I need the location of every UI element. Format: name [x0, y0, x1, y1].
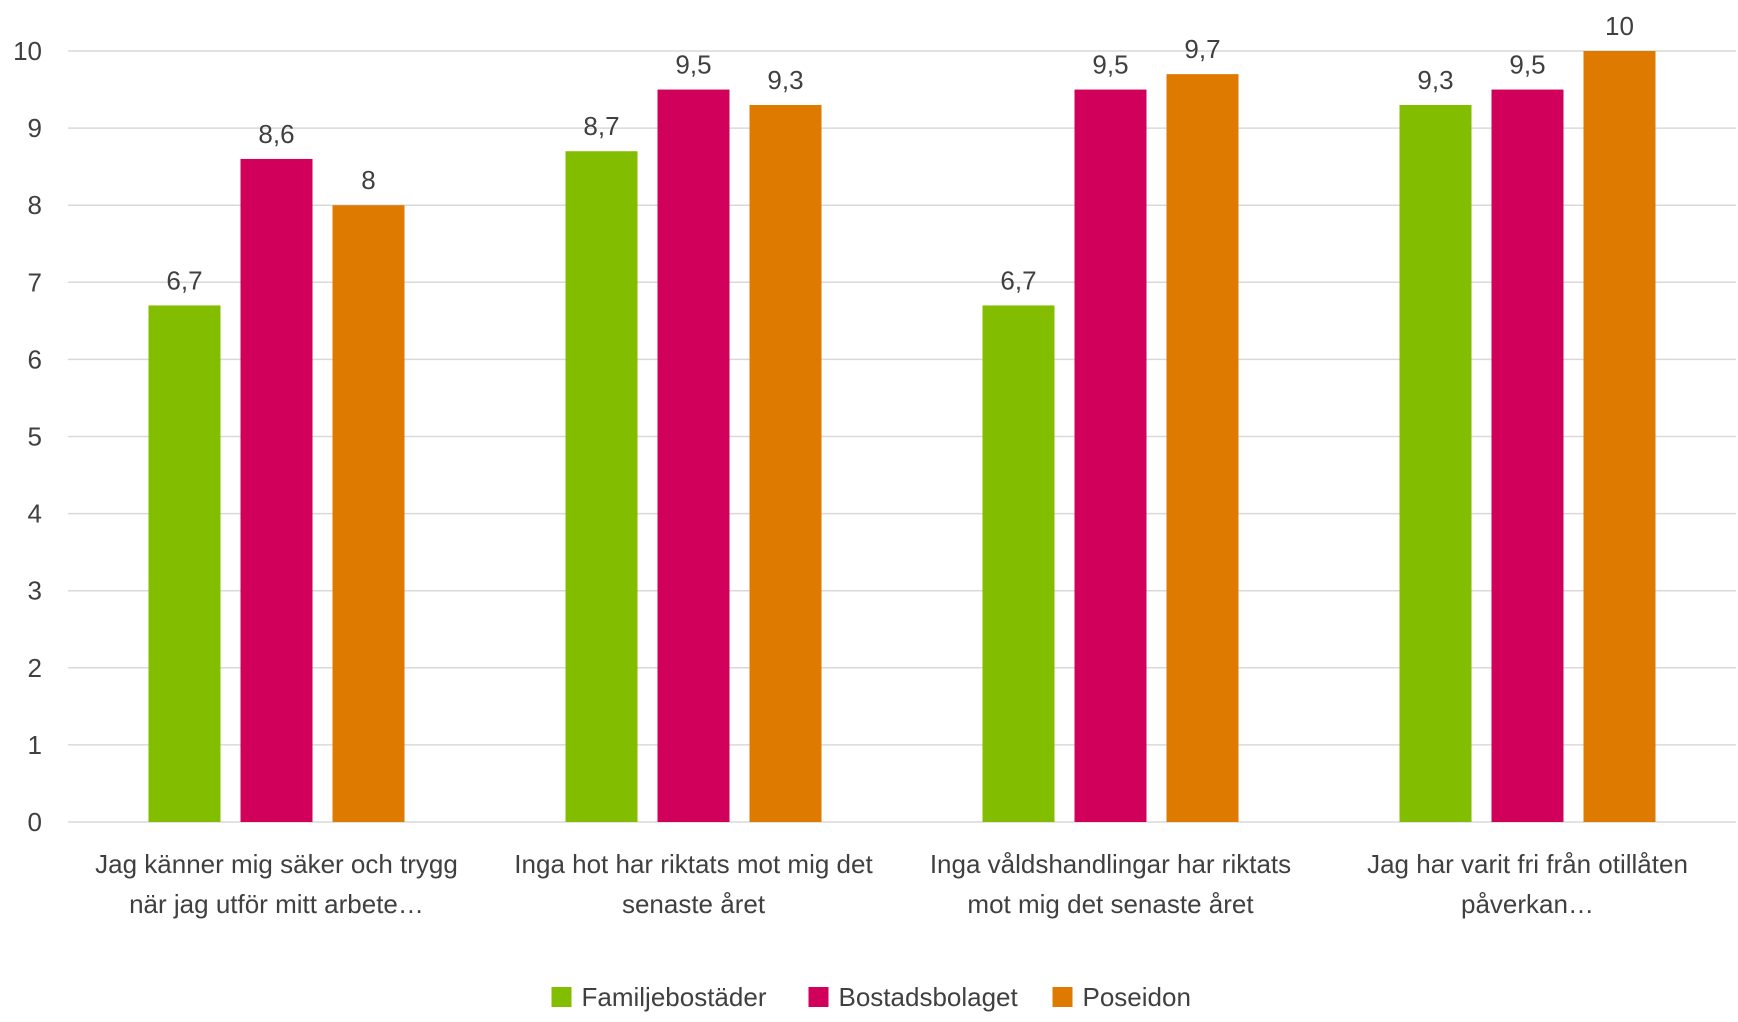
data-label: 8,7 — [583, 111, 619, 141]
legend-swatch — [1052, 987, 1073, 1007]
legend: Familjebostäder Bostadsbolaget Poseidon — [551, 982, 1191, 1012]
data-label: 9,5 — [1509, 50, 1545, 80]
data-label: 10 — [1605, 11, 1634, 41]
category-label: Jag har varit fri från otillåten påverkan… — [1367, 849, 1688, 919]
y-tick-label: 10 — [13, 36, 42, 66]
category-label-line: Jag har varit fri från otillåten — [1367, 849, 1688, 879]
y-tick-label: 4 — [28, 499, 42, 529]
legend-swatch — [808, 987, 829, 1007]
data-label: 9,3 — [1417, 65, 1453, 95]
y-tick-label: 1 — [28, 730, 42, 760]
category-label: Jag känner mig säker och trygg när jag ut… — [95, 849, 458, 919]
bar — [1399, 104, 1472, 823]
y-tick-label: 9 — [28, 113, 42, 143]
bar — [240, 158, 313, 822]
bar — [332, 205, 405, 822]
bars — [148, 51, 1656, 823]
y-tick-label: 2 — [28, 653, 42, 683]
category-label: Inga hot har riktats mot mig det senaste … — [514, 849, 873, 919]
category-label-line: mot mig det senaste året — [967, 889, 1254, 919]
y-tick-label: 7 — [28, 267, 42, 297]
category-label-line: när jag utför mitt arbete… — [129, 889, 424, 919]
x-axis-category-labels: Jag känner mig säker och trygg när jag ut… — [95, 849, 1688, 919]
y-tick-label: 6 — [28, 344, 42, 374]
legend-label: Poseidon — [1083, 982, 1191, 1012]
y-tick-label: 3 — [28, 576, 42, 606]
bar — [982, 305, 1055, 822]
data-label: 8,6 — [258, 119, 294, 149]
data-label: 6,7 — [166, 265, 202, 295]
bar — [1583, 51, 1656, 822]
data-label: 6,7 — [1000, 265, 1036, 295]
data-label: 9,5 — [675, 50, 711, 80]
legend-label: Bostadsbolaget — [839, 982, 1019, 1012]
gridlines — [68, 50, 1736, 823]
bar — [1491, 89, 1564, 823]
category-label-line: senaste året — [622, 889, 766, 919]
y-tick-label: 8 — [28, 190, 42, 220]
bar — [148, 305, 221, 822]
bar — [749, 104, 822, 823]
data-label: 9,7 — [1184, 34, 1220, 64]
data-label: 9,5 — [1092, 50, 1128, 80]
data-label: 8 — [361, 165, 375, 195]
bar — [565, 151, 638, 823]
bar — [657, 89, 730, 823]
bar — [1166, 74, 1239, 822]
category-label-line: Inga våldshandlingar har riktats — [930, 849, 1291, 879]
legend-swatch — [551, 987, 572, 1007]
category-label: Inga våldshandlingar har riktats mot mig … — [930, 849, 1291, 919]
legend-label: Familjebostäder — [582, 982, 767, 1012]
y-axis-tick-labels: 0 1 2 3 4 5 6 7 8 9 10 — [13, 36, 42, 837]
y-tick-label: 0 — [28, 807, 42, 837]
category-label-line: påverkan… — [1461, 889, 1594, 919]
bar — [1074, 89, 1147, 823]
data-label: 9,3 — [767, 65, 803, 95]
y-tick-label: 5 — [28, 422, 42, 452]
category-label-line: Jag känner mig säker och trygg — [95, 849, 458, 879]
data-labels: 6,7 8,6 8 8,7 9,5 9,3 6,7 9,5 9,7 9,3 9,5 10 — [166, 11, 1634, 295]
category-label-line: Inga hot har riktats mot mig det — [514, 849, 873, 879]
